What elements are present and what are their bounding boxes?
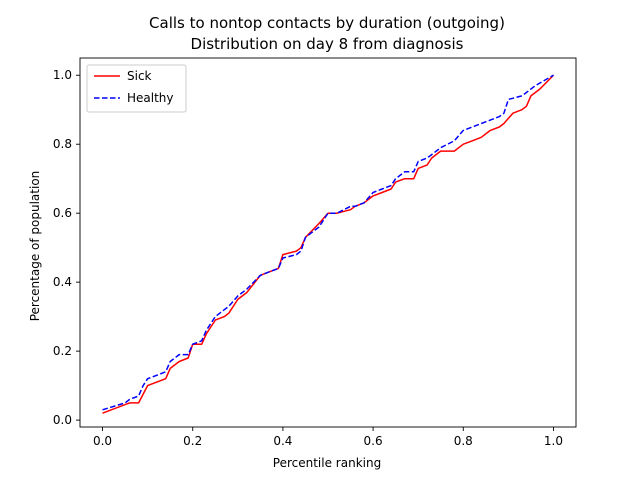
legend-label-healthy: Healthy [127, 91, 174, 105]
x-tick-label: 1.0 [544, 434, 563, 448]
y-tick-label: 0.6 [53, 206, 72, 220]
axes-frame [79, 57, 577, 428]
x-tick-label: 0.2 [183, 434, 202, 448]
x-tick-label: 0.8 [454, 434, 473, 448]
y-tick-label: 0.0 [53, 413, 72, 427]
x-axis-label: Percentile ranking [273, 456, 381, 470]
legend: Sick Healthy [86, 64, 187, 113]
legend-label-sick: Sick [127, 69, 152, 83]
y-tick-label: 0.2 [53, 344, 72, 358]
x-tick-label: 0.4 [273, 434, 292, 448]
y-axis-label: Percentage of population [28, 171, 42, 322]
series-line-sick [102, 74, 555, 414]
chart-title: Calls to nontop contacts by duration (ou… [149, 14, 505, 32]
y-tick-label: 1.0 [53, 68, 72, 82]
series-line-healthy [102, 74, 554, 411]
plot-area: 0.0 0.2 0.4 0.6 0.8 1.0 0.0 0.2 0.4 0.6 0.8 1.0 [53, 57, 577, 448]
y-tick-label: 0.8 [53, 137, 72, 151]
x-tick-label: 0.0 [93, 434, 112, 448]
y-tick-label: 0.4 [53, 275, 72, 289]
chart-subtitle: Distribution on day 8 from diagnosis [191, 35, 464, 53]
x-tick-label: 0.6 [364, 434, 383, 448]
